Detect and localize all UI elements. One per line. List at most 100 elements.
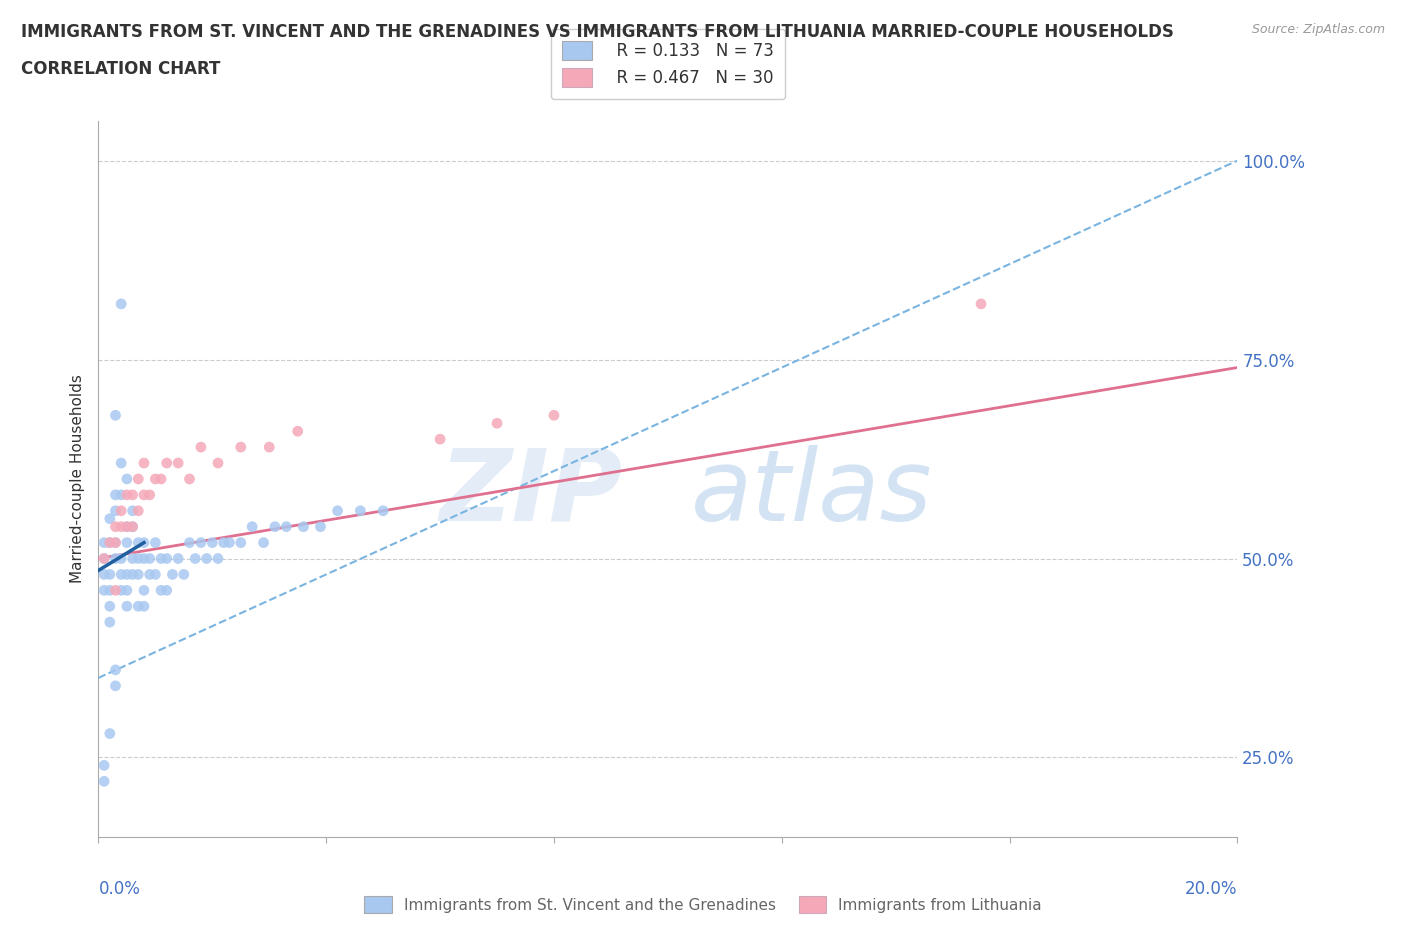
Point (145, 472, 167, 486)
Point (138, 551, 160, 566)
Point (145, 567, 167, 582)
Text: atlas: atlas (690, 445, 932, 542)
Point (121, 519, 143, 534)
Point (212, 535, 235, 550)
Point (98, 512, 121, 526)
Point (115, 487, 138, 502)
Point (167, 456, 190, 471)
Point (98, 567, 121, 582)
Point (121, 551, 143, 566)
Point (115, 519, 138, 534)
Point (115, 472, 138, 486)
Text: Source: ZipAtlas.com: Source: ZipAtlas.com (1251, 23, 1385, 36)
Point (115, 567, 138, 582)
Point (373, 503, 395, 518)
Point (93, 774, 115, 789)
Point (104, 503, 127, 518)
Point (110, 519, 132, 534)
Y-axis label: Married-couple Households: Married-couple Households (69, 375, 84, 583)
Point (98, 583, 121, 598)
Point (429, 432, 451, 446)
Point (121, 567, 143, 582)
Point (229, 535, 252, 550)
Point (150, 472, 173, 486)
Point (132, 599, 155, 614)
Point (127, 599, 149, 614)
Point (127, 503, 149, 518)
Point (104, 408, 127, 423)
Point (121, 487, 143, 502)
Point (150, 583, 173, 598)
Text: CORRELATION CHART: CORRELATION CHART (21, 60, 221, 78)
Point (132, 551, 155, 566)
Point (543, 408, 565, 423)
Point (115, 519, 138, 534)
Point (326, 503, 349, 518)
Point (264, 519, 287, 534)
Point (132, 535, 155, 550)
Point (93, 583, 115, 598)
Point (132, 487, 155, 502)
Point (145, 535, 167, 550)
Point (121, 503, 143, 518)
Point (486, 416, 509, 431)
Text: IMMIGRANTS FROM ST. VINCENT AND THE GRENADINES VS IMMIGRANTS FROM LITHUANIA MARR: IMMIGRANTS FROM ST. VINCENT AND THE GREN… (21, 23, 1174, 41)
Point (104, 519, 127, 534)
Point (190, 440, 212, 455)
Point (218, 535, 240, 550)
Point (207, 551, 229, 566)
Legend: Immigrants from St. Vincent and the Grenadines, Immigrants from Lithuania: Immigrants from St. Vincent and the Gren… (356, 888, 1050, 921)
Point (110, 567, 132, 582)
Point (127, 535, 149, 550)
Point (110, 503, 132, 518)
Point (156, 456, 179, 471)
Point (138, 487, 160, 502)
Point (98, 599, 121, 614)
Point (110, 551, 132, 566)
Point (115, 583, 138, 598)
Point (970, 297, 993, 312)
Point (127, 551, 149, 566)
Point (110, 583, 132, 598)
Point (93, 551, 115, 566)
Point (156, 583, 179, 598)
Point (104, 551, 127, 566)
Point (259, 440, 281, 455)
Point (110, 297, 132, 312)
Point (104, 583, 127, 598)
Point (240, 519, 263, 534)
Point (98, 535, 121, 550)
Point (104, 662, 127, 677)
Point (132, 456, 155, 471)
Point (132, 583, 155, 598)
Text: 20.0%: 20.0% (1185, 880, 1237, 898)
Point (229, 440, 252, 455)
Point (127, 567, 149, 582)
Point (201, 535, 224, 550)
Point (98, 726, 121, 741)
Point (138, 567, 160, 582)
Point (98, 615, 121, 630)
Point (195, 551, 218, 566)
Point (121, 519, 143, 534)
Point (115, 535, 138, 550)
Point (104, 487, 127, 502)
Point (292, 519, 315, 534)
Point (162, 567, 184, 582)
Point (287, 424, 309, 439)
Point (309, 519, 332, 534)
Point (110, 487, 132, 502)
Point (104, 535, 127, 550)
Point (115, 599, 138, 614)
Point (104, 678, 127, 693)
Point (190, 535, 212, 550)
Point (93, 535, 115, 550)
Point (98, 535, 121, 550)
Text: 0.0%: 0.0% (98, 880, 141, 898)
Point (93, 551, 115, 566)
Point (349, 503, 371, 518)
Legend:   R = 0.133   N = 73,   R = 0.467   N = 30: R = 0.133 N = 73, R = 0.467 N = 30 (551, 29, 785, 100)
Point (167, 551, 190, 566)
Point (110, 456, 132, 471)
Point (252, 535, 274, 550)
